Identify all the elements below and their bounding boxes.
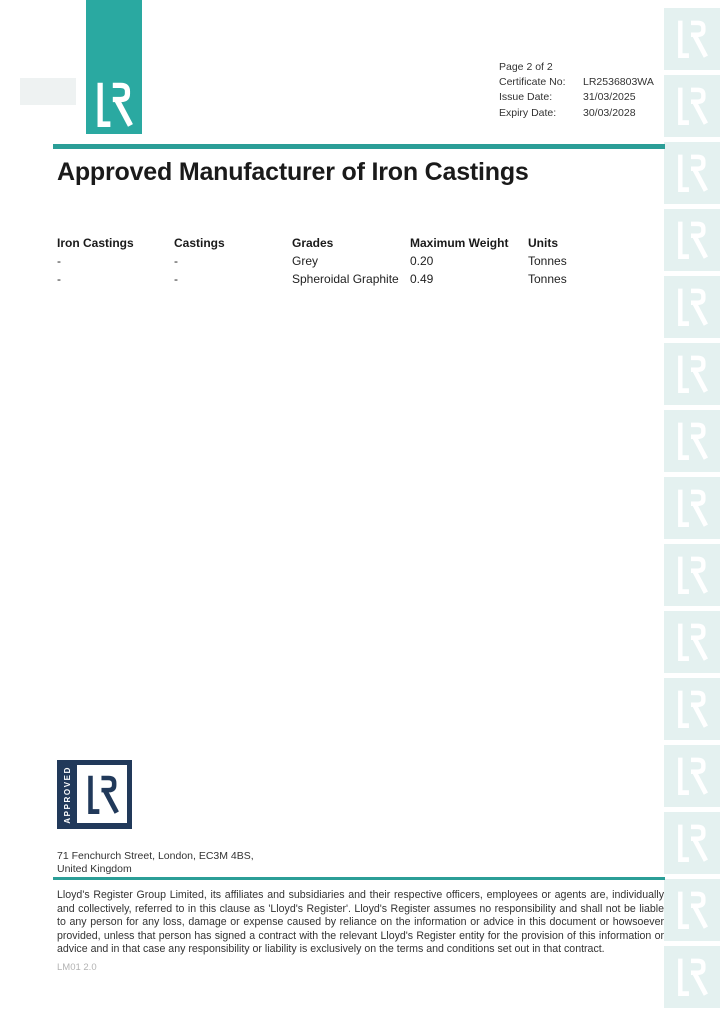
scan-artifact — [20, 78, 76, 105]
office-address: 71 Fenchurch Street, London, EC3M 4BS, U… — [57, 850, 254, 875]
page-number: Page 2 of 2 — [499, 60, 654, 75]
lr-watermark-icon — [664, 879, 720, 941]
table-row: - - Grey 0.20 Tonnes — [57, 252, 628, 270]
certificate-meta: Page 2 of 2 Certificate No: LR2536803WA … — [499, 60, 654, 121]
column-header-castings: Castings — [174, 235, 225, 250]
lr-logo-icon — [86, 0, 142, 134]
cell-maximum-weight: 0.49 — [410, 272, 434, 286]
footer-divider — [53, 877, 665, 880]
cell-iron-castings: - — [57, 272, 61, 286]
column-header-units: Units — [528, 235, 558, 250]
table-header-row: Iron Castings Castings Grades Maximum We… — [57, 233, 628, 252]
approved-badge: APPROVED — [57, 760, 132, 829]
cell-maximum-weight: 0.20 — [410, 254, 434, 268]
certificate-number-label: Certificate No: — [499, 76, 566, 89]
lr-watermark-icon — [664, 946, 720, 1008]
certificate-number-row: Certificate No: LR2536803WA — [499, 75, 654, 90]
lr-watermark-icon — [664, 142, 720, 204]
approved-badge-label-wrap: APPROVED — [57, 760, 77, 829]
page-title: Approved Manufacturer of Iron Castings — [57, 158, 529, 186]
document-code: LM01 2.0 — [57, 962, 97, 973]
certificate-number-value: LR2536803WA — [583, 76, 654, 89]
cell-castings: - — [174, 272, 178, 286]
approvals-table: Iron Castings Castings Grades Maximum We… — [57, 233, 628, 288]
lr-watermark-icon — [664, 745, 720, 807]
issue-date-value: 31/03/2025 — [583, 91, 636, 104]
lr-watermark-icon — [664, 276, 720, 338]
cell-grade: Spheroidal Graphite — [292, 272, 399, 286]
lr-watermark-icon — [664, 343, 720, 405]
lr-watermark-icon — [664, 477, 720, 539]
lr-watermark-icon — [664, 8, 720, 70]
approved-badge-label: APPROVED — [62, 765, 72, 824]
lr-watermark-icon — [664, 410, 720, 472]
issue-date-label: Issue Date: — [499, 91, 553, 104]
cell-iron-castings: - — [57, 254, 61, 268]
lr-watermark-icon — [664, 611, 720, 673]
page-number-label: Page 2 of 2 — [499, 61, 553, 73]
lr-watermark-icon — [664, 209, 720, 271]
expiry-date-value: 30/03/2028 — [583, 106, 636, 119]
column-header-grades: Grades — [292, 235, 334, 250]
cell-units: Tonnes — [528, 272, 567, 286]
cell-castings: - — [174, 254, 178, 268]
issue-date-row: Issue Date: 31/03/2025 — [499, 90, 654, 105]
table-row: - - Spheroidal Graphite 0.49 Tonnes — [57, 270, 628, 288]
header-divider — [53, 144, 665, 149]
lr-watermark-icon — [664, 544, 720, 606]
lr-badge-icon — [77, 765, 127, 823]
lr-watermark-icon — [664, 678, 720, 740]
lr-watermark-icon — [664, 812, 720, 874]
expiry-date-label: Expiry Date: — [499, 106, 557, 119]
column-header-maximum-weight: Maximum Weight — [410, 235, 509, 250]
lr-watermark-icon — [664, 75, 720, 137]
cell-units: Tonnes — [528, 254, 567, 268]
column-header-iron-castings: Iron Castings — [57, 235, 134, 250]
expiry-date-row: Expiry Date: 30/03/2028 — [499, 106, 654, 121]
watermark-strip — [664, 8, 720, 1008]
legal-disclaimer: Lloyd's Register Group Limited, its affi… — [57, 889, 664, 956]
cell-grade: Grey — [292, 254, 319, 268]
